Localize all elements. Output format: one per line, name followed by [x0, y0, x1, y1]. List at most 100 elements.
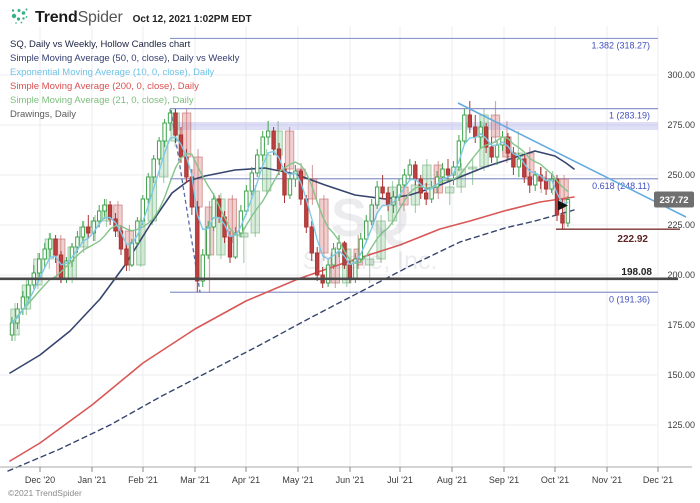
price-pointer-icon [558, 200, 568, 211]
logo-dot [25, 16, 28, 18]
x-axis-label: May '21 [282, 475, 313, 485]
logo-dot [16, 17, 21, 21]
daily-candle [107, 204, 113, 220]
chart-legend: SQ, Daily vs Weekly, Hollow Candles char… [10, 38, 239, 122]
daily-candle [265, 130, 271, 138]
legend-drawings-row[interactable]: Drawings, Daily [10, 109, 76, 120]
weekly-candle [490, 114, 501, 138]
daily-candle [298, 170, 304, 200]
daily-candle [424, 192, 429, 200]
daily-candle [473, 126, 478, 138]
logo-dot [11, 13, 17, 19]
x-axis-label: Apr '21 [232, 475, 260, 485]
daily-candle [462, 114, 467, 142]
daily-candle [511, 152, 516, 168]
daily-candle [42, 248, 47, 260]
x-axis-label: Feb '21 [128, 475, 158, 485]
daily-candle [440, 168, 445, 178]
daily-candle [543, 180, 549, 190]
daily-candle [527, 176, 532, 186]
y-axis-label: 250.00 [667, 170, 695, 180]
logo-dot [20, 21, 23, 24]
weekly-candle [559, 178, 569, 201]
weekly-candle [422, 164, 432, 186]
daily-candle [195, 206, 200, 282]
daily-candle [173, 112, 178, 136]
daily-candle [413, 164, 418, 180]
daily-candle [233, 232, 238, 258]
legend-sma200-row[interactable]: Simple Moving Average (200, 0, close), D… [10, 81, 199, 92]
daily-candle [271, 130, 276, 150]
legend-ema10-row[interactable]: Exponential Moving Average (10, 0, close… [10, 67, 215, 78]
daily-candle [9, 322, 15, 336]
daily-candle [102, 204, 107, 212]
daily-candle [146, 176, 151, 200]
daily-candle [75, 236, 80, 248]
daily-candle [129, 242, 135, 266]
daily-candle [167, 112, 173, 124]
zone-band-drawing[interactable] [170, 122, 658, 130]
x-axis-label: Nov '21 [592, 475, 622, 485]
daily-candle [162, 122, 167, 142]
y-axis-label: 200.00 [667, 270, 695, 280]
x-axis-label: Sep '21 [489, 475, 519, 485]
daily-candle [565, 199, 571, 224]
logo-dot [17, 9, 21, 12]
daily-candle [97, 210, 102, 222]
y-axis-label: 175.00 [667, 320, 695, 330]
daily-candle [533, 174, 538, 186]
daily-candle [58, 254, 64, 280]
weekly-candle [467, 166, 478, 170]
daily-candle [249, 172, 255, 192]
y-axis-label: 275.00 [667, 120, 695, 130]
daily-candle [211, 198, 216, 228]
support-line-222-label: 222.92 [617, 234, 648, 245]
logo-dot [25, 8, 28, 11]
logo-dot [11, 9, 15, 12]
logo-dot [15, 22, 17, 24]
daily-candle [124, 248, 129, 266]
support-line-198-label: 198.08 [621, 267, 652, 278]
x-axis-label: Mar '21 [180, 475, 210, 485]
weekly-candle [445, 186, 455, 194]
daily-candle [309, 226, 314, 254]
legend-sma50-row[interactable]: Simple Moving Average (50, 0, close), Da… [10, 53, 240, 64]
daily-candle [47, 238, 53, 250]
brand-spider: Spider [77, 9, 123, 26]
last-price-tag-value: 237.72 [659, 195, 688, 206]
daily-candle [560, 214, 565, 224]
weekly-candle [284, 130, 295, 170]
x-axis-label: Dec '20 [25, 475, 55, 485]
daily-candle [478, 126, 483, 138]
chart-timestamp: Oct 12, 2021 1:02PM EDT [132, 13, 252, 25]
daily-candle [315, 252, 320, 276]
daily-candle [227, 236, 233, 258]
daily-candle [206, 226, 211, 256]
daily-candle [151, 158, 156, 178]
sma200-line [9, 196, 575, 462]
daily-candle [407, 164, 413, 176]
weekly-candle [227, 198, 238, 238]
downtrend-trendline[interactable] [457, 102, 687, 218]
trendspider-logo-icon [10, 6, 29, 30]
daily-candle [380, 186, 385, 194]
weekly-candle [376, 220, 386, 260]
y-axis-label: 150.00 [667, 370, 695, 380]
sma50-weekly-line [7, 209, 575, 472]
daily-candle [156, 140, 162, 160]
fib-level-label: 0 (191.36) [609, 294, 650, 304]
daily-candle [80, 226, 86, 238]
last-price-tag [654, 191, 694, 208]
legend-sma21-row[interactable]: Simple Moving Average (21, 0, close), Da… [10, 95, 194, 106]
weekly-candle [364, 258, 375, 266]
daily-candle [364, 220, 369, 240]
y-axis-label: 300.00 [667, 70, 695, 80]
daily-candle [26, 284, 31, 298]
daily-candle [494, 144, 500, 158]
daily-candle [200, 254, 205, 282]
legend-symbol-row[interactable]: SQ, Daily vs Weekly, Hollow Candles char… [10, 39, 191, 50]
daily-candle [385, 192, 391, 206]
daily-candle [86, 226, 91, 234]
